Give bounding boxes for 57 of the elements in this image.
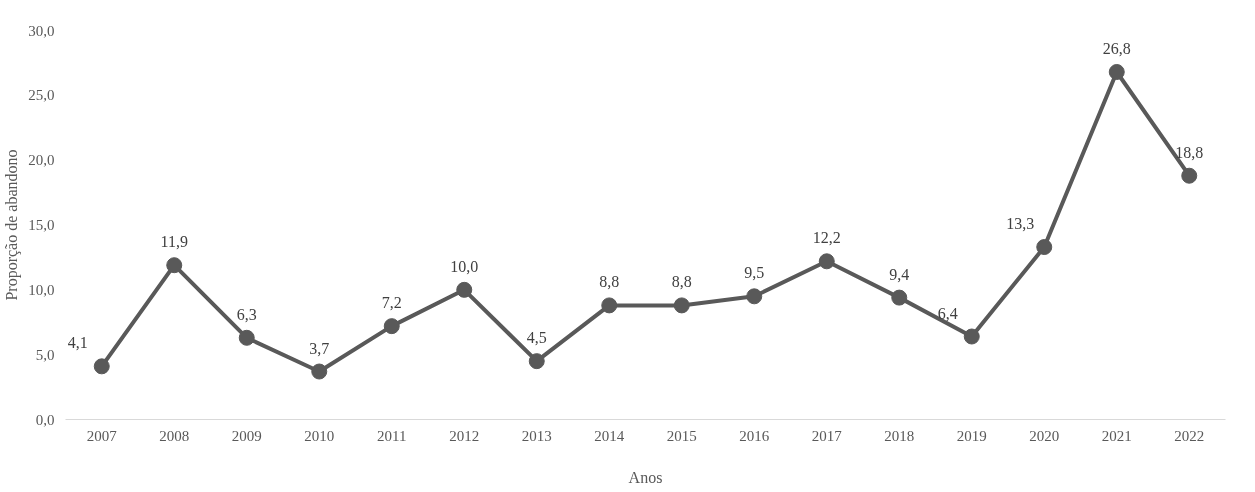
- point: [891, 289, 908, 306]
- data-label: 13,3: [1006, 215, 1035, 233]
- point: [673, 297, 690, 314]
- y-tick-label: 25,0: [28, 87, 55, 104]
- point: [238, 329, 255, 346]
- data-label: 4,1: [67, 334, 88, 352]
- x-tick-label: 2015: [666, 427, 697, 444]
- point: [818, 253, 835, 270]
- point: [746, 288, 763, 305]
- data-label: 3,7: [309, 339, 330, 357]
- point: [963, 328, 980, 345]
- y-tick-label: 10,0: [28, 281, 55, 298]
- data-label: 9,4: [889, 265, 910, 283]
- y-tick-label: 20,0: [28, 152, 55, 169]
- data-label: 10,0: [450, 257, 479, 275]
- point: [166, 257, 183, 274]
- x-tick-label: 2014: [594, 427, 625, 444]
- x-tick-label: 2009: [231, 427, 262, 444]
- data-label: 8,8: [599, 273, 620, 291]
- data-label: 18,8: [1175, 143, 1204, 161]
- x-tick-label: 2017: [811, 427, 843, 444]
- x-tick-label: 2019: [956, 427, 987, 444]
- point: [601, 297, 618, 314]
- point: [1036, 239, 1053, 256]
- x-tick-label: 2013: [521, 427, 552, 444]
- y-tick-label: 0,0: [35, 411, 55, 428]
- x-tick-label: 2011: [377, 427, 407, 444]
- y-tick-label: 5,0: [35, 346, 55, 363]
- data-label: 6,4: [937, 304, 958, 322]
- point: [1181, 167, 1198, 184]
- x-tick-label: 2016: [739, 427, 770, 444]
- data-label: 6,3: [236, 305, 257, 323]
- x-tick-label: 2007: [86, 427, 118, 444]
- point: [456, 281, 473, 298]
- data-label: 7,2: [381, 294, 402, 312]
- x-tick-label: 2020: [1029, 427, 1060, 444]
- y-axis-title: Proporção de abandono: [3, 149, 22, 301]
- y-tick-label: 15,0: [28, 217, 55, 233]
- x-tick-label: 2010: [304, 427, 335, 444]
- y-tick-label: 30,0: [28, 22, 55, 39]
- point: [528, 353, 545, 370]
- x-tick-label: 2008: [159, 427, 190, 444]
- x-axis-title: Anos: [628, 468, 663, 486]
- point: [1108, 64, 1125, 80]
- point: [311, 363, 328, 380]
- point: [383, 318, 400, 335]
- point: [93, 358, 110, 375]
- x-tick-label: 2012: [449, 427, 480, 444]
- data-label: 12,2: [812, 229, 841, 247]
- data-label: 11,9: [160, 233, 188, 251]
- data-label: 4,5: [526, 329, 547, 347]
- x-tick-label: 2022: [1174, 427, 1205, 444]
- data-label: 9,5: [744, 264, 765, 282]
- data-label: 26,8: [1102, 39, 1131, 57]
- data-label: 8,8: [671, 273, 692, 291]
- x-tick-label: 2021: [1101, 427, 1132, 444]
- x-tick-label: 2018: [884, 427, 915, 444]
